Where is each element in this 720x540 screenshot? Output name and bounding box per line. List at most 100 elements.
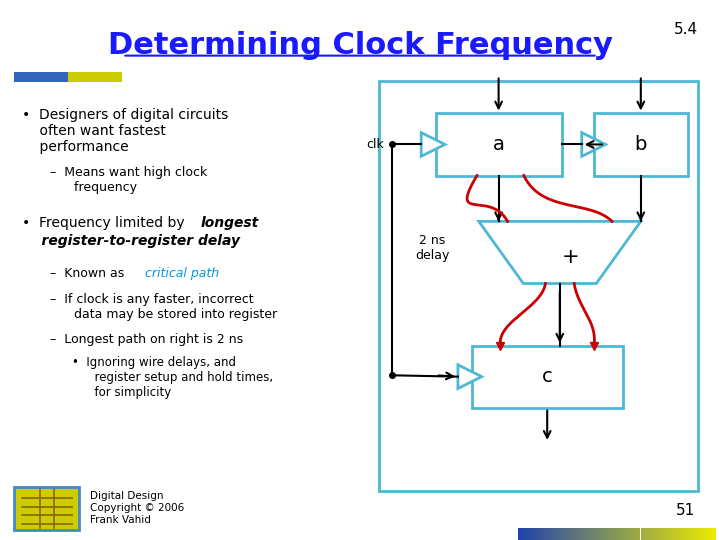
Bar	[688, 528, 690, 540]
Bar	[531, 528, 534, 540]
Bar	[557, 528, 558, 540]
Bar	[575, 528, 576, 540]
Bar	[564, 528, 566, 540]
Bar	[690, 528, 692, 540]
Bar	[662, 528, 664, 540]
Bar	[660, 528, 662, 540]
Bar	[379, 81, 698, 491]
Bar	[541, 528, 543, 540]
Bar	[538, 528, 540, 540]
Bar	[621, 528, 622, 540]
Bar	[594, 113, 688, 176]
Bar	[608, 528, 609, 540]
Bar	[677, 528, 678, 540]
Bar	[562, 528, 563, 540]
Bar	[708, 528, 710, 540]
Bar	[550, 528, 552, 540]
Bar	[526, 528, 528, 540]
Bar	[650, 528, 652, 540]
Bar	[692, 528, 693, 540]
Text: clk: clk	[366, 138, 384, 151]
Bar	[698, 528, 700, 540]
Bar	[644, 528, 645, 540]
Bar	[670, 528, 672, 540]
Bar	[563, 528, 564, 540]
Bar	[604, 528, 606, 540]
Bar	[573, 528, 575, 540]
Bar	[626, 528, 627, 540]
Bar	[632, 528, 634, 540]
Bar	[685, 528, 687, 540]
Bar	[528, 528, 530, 540]
Bar	[436, 113, 562, 176]
Bar	[586, 528, 588, 540]
Bar	[576, 528, 577, 540]
Bar	[585, 528, 586, 540]
Bar	[700, 528, 701, 540]
Bar	[566, 528, 568, 540]
Bar	[570, 528, 571, 540]
Bar	[705, 528, 706, 540]
Text: 5.4: 5.4	[674, 22, 698, 37]
Bar	[580, 528, 581, 540]
Bar	[68, 72, 122, 82]
Bar	[534, 528, 535, 540]
Bar	[637, 528, 639, 540]
Bar	[622, 528, 624, 540]
Text: •  Designers of digital circuits
    often want fastest
    performance: • Designers of digital circuits often wa…	[22, 108, 228, 154]
Bar	[616, 528, 618, 540]
Bar	[715, 528, 716, 540]
Bar	[601, 528, 603, 540]
Bar	[647, 528, 649, 540]
Bar	[520, 528, 522, 540]
Bar	[703, 528, 705, 540]
Bar	[553, 528, 554, 540]
Bar	[711, 528, 713, 540]
Bar	[611, 528, 613, 540]
Text: 2 ns
delay: 2 ns delay	[415, 234, 449, 262]
Bar	[14, 72, 68, 82]
Bar	[568, 528, 570, 540]
Bar	[649, 528, 650, 540]
Text: critical path: critical path	[145, 267, 220, 280]
Bar	[641, 528, 642, 540]
Bar	[657, 528, 659, 540]
Bar	[525, 528, 526, 540]
Bar	[590, 528, 591, 540]
Bar	[659, 528, 660, 540]
Bar	[654, 528, 655, 540]
Bar	[645, 528, 647, 540]
Bar	[599, 528, 601, 540]
Bar	[545, 528, 546, 540]
Text: b: b	[634, 135, 647, 154]
Bar	[618, 528, 619, 540]
Bar	[665, 528, 667, 540]
Bar	[548, 528, 550, 540]
Bar	[673, 528, 675, 540]
Text: Determining Clock Frequency: Determining Clock Frequency	[107, 31, 613, 60]
Bar	[672, 528, 673, 540]
Text: •  Frequency limited by: • Frequency limited by	[22, 216, 189, 230]
Bar	[706, 528, 708, 540]
Bar	[639, 528, 641, 540]
Bar	[613, 528, 614, 540]
Bar	[593, 528, 594, 540]
Bar	[680, 528, 682, 540]
Text: –  If clock is any faster, incorrect
      data may be stored into register: – If clock is any faster, incorrect data…	[50, 293, 277, 321]
Bar	[558, 528, 559, 540]
Bar	[606, 528, 608, 540]
Bar	[678, 528, 680, 540]
Bar	[535, 528, 536, 540]
Bar	[14, 487, 79, 530]
Bar	[559, 528, 562, 540]
Bar	[543, 528, 545, 540]
Text: –  Means want high clock
      frequency: – Means want high clock frequency	[50, 166, 207, 194]
Bar	[472, 346, 623, 408]
Bar	[530, 528, 531, 540]
Bar	[552, 528, 553, 540]
Bar	[701, 528, 703, 540]
Bar	[609, 528, 611, 540]
Bar	[710, 528, 711, 540]
Bar	[697, 528, 698, 540]
Polygon shape	[582, 132, 606, 157]
